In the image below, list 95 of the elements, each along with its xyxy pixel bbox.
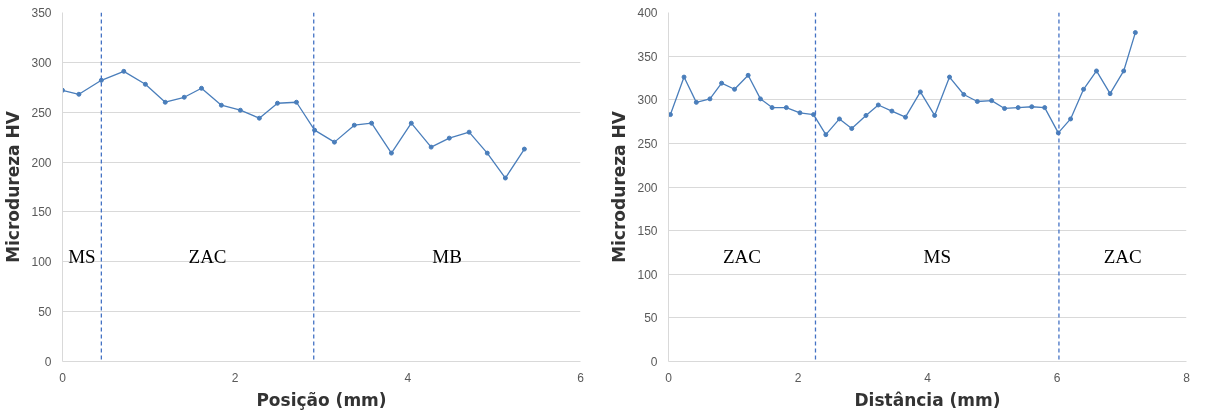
y-tick-label: 50 (644, 311, 658, 326)
point (719, 80, 725, 86)
point (484, 150, 490, 156)
y-tick-label: 200 (31, 155, 52, 170)
point (312, 127, 318, 133)
point (707, 96, 713, 102)
y-tick-label: 250 (637, 136, 658, 151)
x-tick-label: 0 (59, 370, 67, 385)
point (274, 100, 280, 106)
y-tick-label: 150 (31, 205, 52, 220)
y-tick-label: 200 (637, 180, 658, 195)
point (757, 96, 763, 102)
point (1042, 105, 1048, 111)
y-axis-title: Microdureza HV (3, 110, 24, 263)
point (218, 102, 224, 108)
point (961, 92, 967, 98)
y-tick-label: 100 (31, 255, 52, 270)
annotation: ZAC (722, 246, 761, 268)
y-tick-label: 0 (44, 355, 52, 369)
point (668, 112, 673, 118)
x-tick-label: 2 (231, 370, 239, 385)
annotation: MB (432, 246, 462, 268)
y-tick-label: 250 (31, 105, 52, 120)
y-tick-label: 100 (637, 267, 658, 282)
y-tick-label: 0 (650, 355, 658, 369)
point (693, 99, 699, 105)
point (521, 146, 527, 152)
point (237, 107, 243, 113)
point (863, 112, 869, 118)
point (98, 77, 104, 83)
point (797, 110, 803, 116)
point (932, 112, 938, 118)
point (1132, 30, 1138, 36)
point (351, 122, 357, 128)
y-tick-label: 150 (637, 224, 658, 239)
point (875, 102, 881, 108)
point (1094, 68, 1099, 74)
point (947, 74, 953, 80)
point (745, 72, 751, 78)
y-tick-label: 300 (31, 55, 52, 70)
annotation: ZAC (1103, 246, 1142, 268)
point (811, 112, 817, 118)
point (466, 129, 472, 135)
x-tick-label: 4 (924, 370, 932, 385)
x-tick-label: 6 (577, 370, 585, 385)
point (331, 139, 337, 145)
y-axis-title: Microdureza HV (609, 110, 630, 263)
point (142, 81, 148, 87)
point (902, 114, 908, 120)
point (428, 144, 434, 150)
point (732, 86, 738, 92)
point (199, 85, 204, 91)
point (121, 68, 127, 74)
point (293, 99, 299, 105)
point (408, 120, 414, 126)
y-tick-label: 400 (637, 6, 658, 20)
point (502, 175, 508, 181)
annotation: MS (923, 246, 951, 268)
point (849, 126, 855, 132)
point (783, 105, 789, 111)
point (1081, 86, 1087, 92)
x-tick-label: 6 (1053, 370, 1061, 385)
point (681, 74, 687, 80)
point (917, 89, 923, 95)
point (256, 115, 262, 121)
point (1107, 91, 1113, 97)
point (1015, 105, 1021, 111)
point (889, 108, 895, 114)
point (446, 135, 452, 141)
point (974, 99, 980, 104)
y-tick-label: 300 (637, 93, 658, 108)
point (76, 91, 82, 97)
point (369, 120, 375, 126)
point (1068, 116, 1074, 122)
point (769, 105, 775, 111)
point (1002, 105, 1008, 111)
point (181, 94, 187, 100)
y-tick-label: 350 (31, 6, 52, 20)
annotation: MS (68, 246, 96, 268)
x-tick-label: 8 (1183, 370, 1191, 385)
x-tick-label: 2 (794, 370, 802, 385)
y-tick-label: 50 (38, 305, 52, 320)
point (162, 99, 168, 105)
y-tick-label: 350 (637, 49, 658, 64)
point (388, 150, 394, 156)
x-axis-title: Posição (mm) (256, 389, 387, 410)
point (1121, 68, 1127, 74)
point (823, 132, 829, 138)
point (836, 116, 842, 122)
point (989, 98, 995, 104)
annotation: ZAC (188, 246, 227, 268)
x-tick-label: 0 (665, 370, 673, 385)
x-axis-title: Distância (mm) (854, 389, 1001, 410)
x-tick-label: 4 (404, 370, 412, 385)
point (1029, 104, 1035, 110)
